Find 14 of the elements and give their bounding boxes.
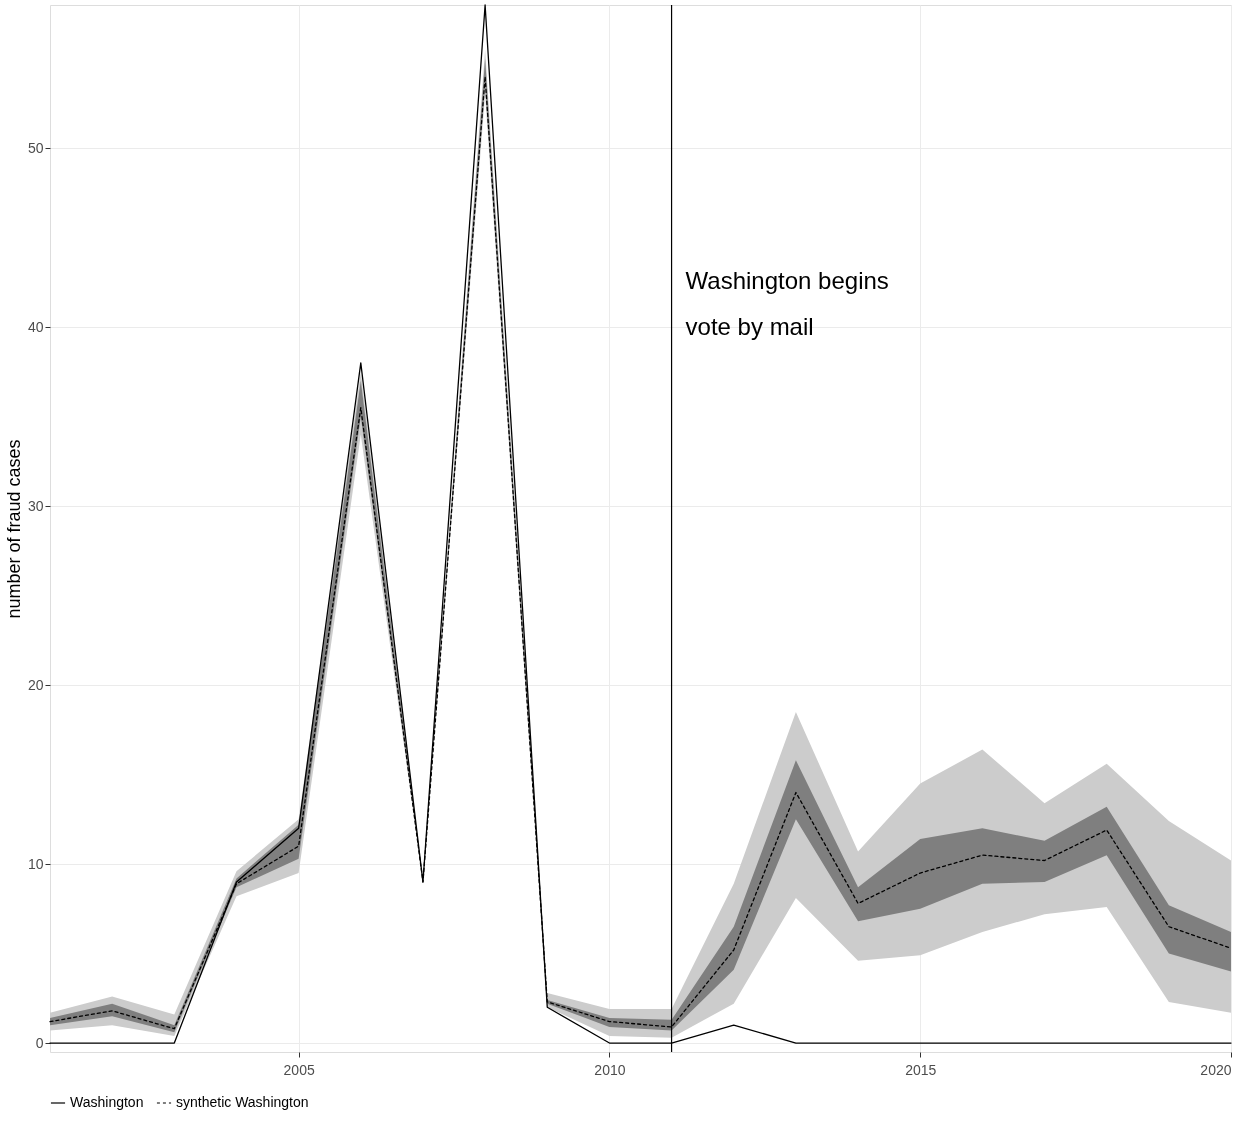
y-tick-label: 40 xyxy=(27,318,44,335)
y-tick-label: 20 xyxy=(27,676,44,693)
legend-label: synthetic Washington xyxy=(176,1094,309,1110)
y-axis-title: number of fraud cases xyxy=(3,439,24,619)
x-tick-label: 2005 xyxy=(283,1061,315,1078)
x-tick-label: 2020 xyxy=(1200,1061,1232,1078)
y-tick-label: 30 xyxy=(27,497,44,514)
y-tick-label: 50 xyxy=(27,139,44,156)
legend-label: Washington xyxy=(70,1094,144,1110)
y-tick-label: 0 xyxy=(35,1034,44,1051)
x-tick-label: 2015 xyxy=(905,1061,937,1078)
ref-line-label: Washington begins vote by mail xyxy=(685,267,889,340)
x-tick-label: 2010 xyxy=(594,1061,626,1078)
y-tick-label: 10 xyxy=(27,855,44,872)
